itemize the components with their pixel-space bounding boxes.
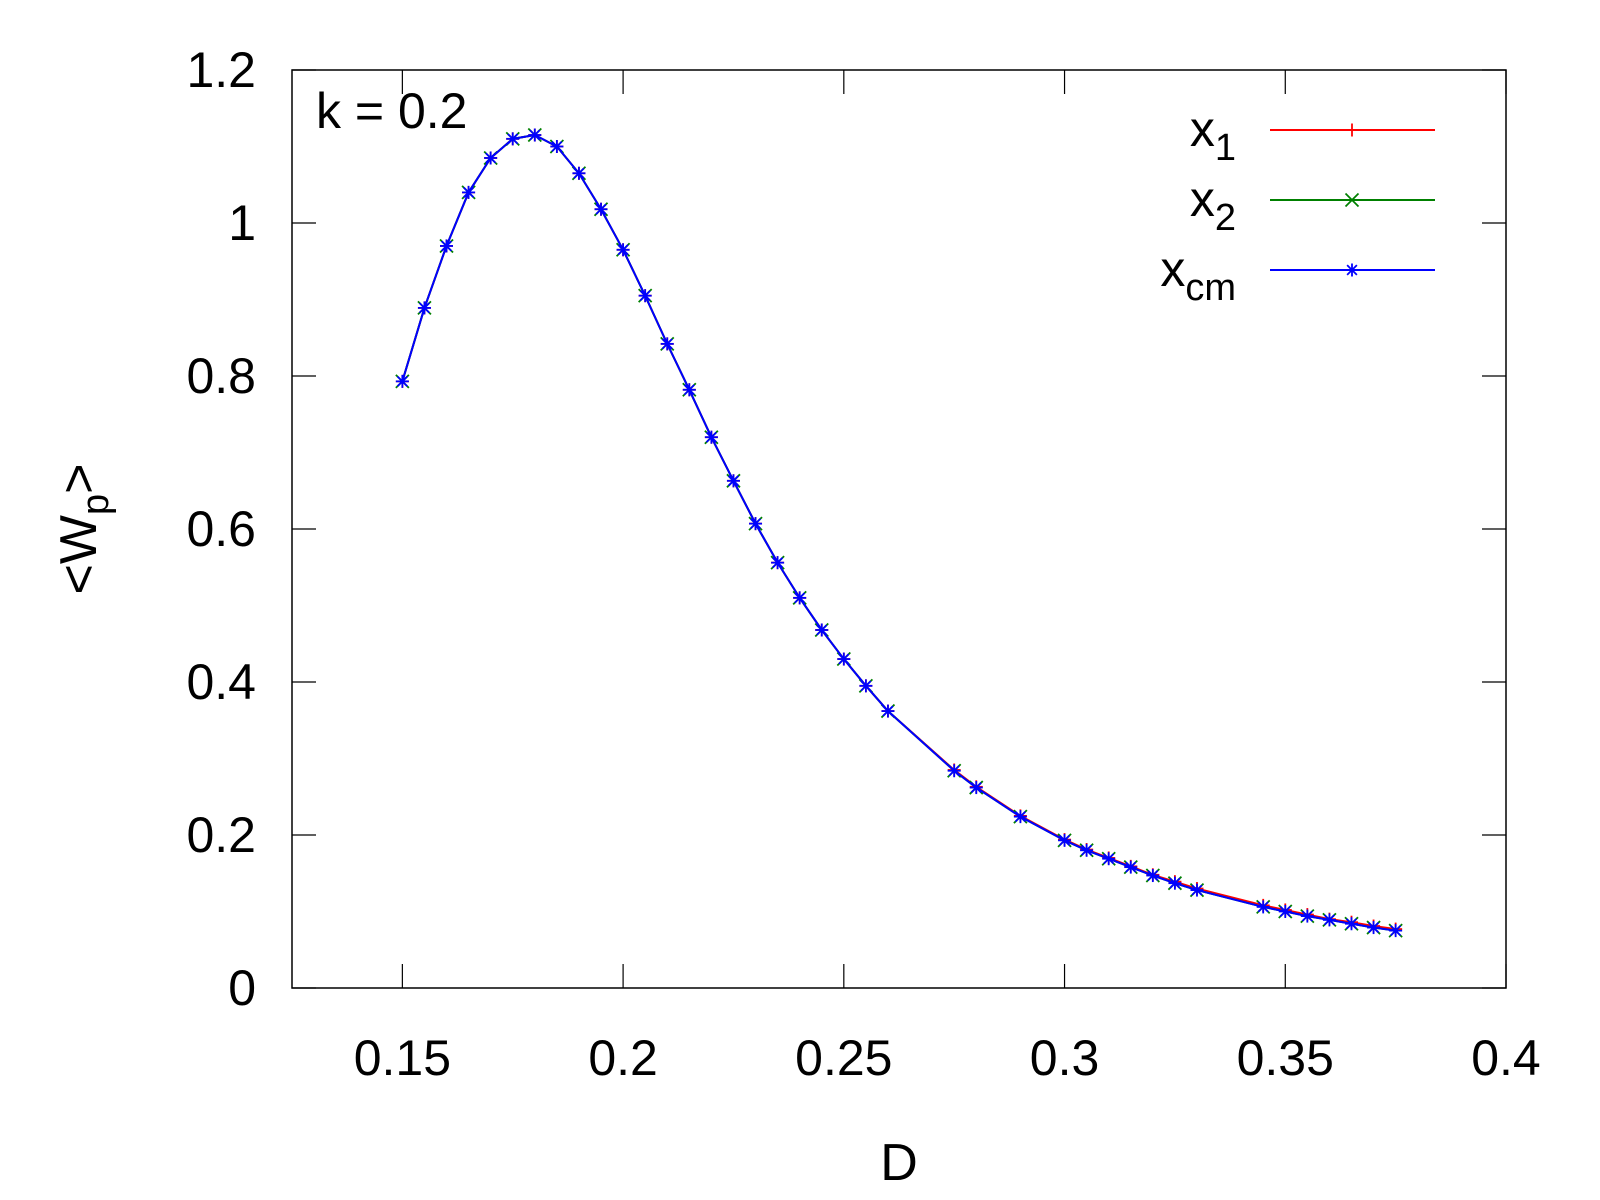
x-tick-label-3: 0.3: [1030, 1030, 1100, 1086]
series-2-point-30: [1146, 869, 1160, 883]
series-2-point-18: [793, 591, 807, 605]
y-tick-label-5: 1: [228, 195, 256, 251]
legend-label-1: x2: [1190, 171, 1236, 239]
series-2-point-12: [660, 337, 674, 351]
legend-label-2: xcm: [1160, 241, 1236, 309]
series-2-point-5: [506, 132, 520, 146]
y-tick-label-2: 0.4: [186, 654, 256, 710]
series-2-point-3: [462, 185, 476, 199]
series-2-point-13: [682, 383, 696, 397]
series-2-point-22: [881, 704, 895, 718]
series-line-2: [401, 133, 1396, 932]
series-2-point-1: [417, 301, 431, 315]
ticks: [292, 69, 1507, 989]
x-tick-label-1: 0.2: [588, 1030, 658, 1086]
series-2-point-36: [1322, 913, 1336, 927]
y-axis-label: <Wp>: [50, 464, 117, 595]
legend-label-sub-2: cm: [1185, 267, 1236, 309]
series-2-point-9: [594, 202, 608, 216]
y-tick-label-3: 0.6: [186, 501, 256, 557]
series-2-point-24: [969, 781, 983, 795]
legend-marker-0: [1345, 123, 1359, 137]
legend-label-0: x1: [1190, 101, 1236, 169]
series-2-point-35: [1300, 909, 1314, 923]
series-line-1: [401, 133, 1396, 932]
series-2-point-19: [815, 623, 829, 637]
y-tick-label-4: 0.8: [186, 348, 256, 404]
series-2-point-20: [837, 652, 851, 666]
series-2-point-2: [440, 239, 454, 253]
series-2-point-33: [1256, 900, 1270, 914]
legend-label-sub-1: 2: [1215, 197, 1236, 239]
series-2-point-26: [1058, 833, 1072, 847]
series-2-point-23: [947, 764, 961, 778]
series-2-point-7: [550, 140, 564, 153]
series-2-point-32: [1190, 883, 1204, 897]
series-2-point-29: [1124, 860, 1138, 874]
series-2-point-39: [1389, 924, 1403, 938]
x-tick-label-0: 0.15: [354, 1030, 451, 1086]
x-axis-label: D: [880, 1134, 918, 1192]
series-2-point-15: [726, 474, 740, 488]
series-group: [395, 127, 1403, 938]
y-tick-label-1: 0.2: [186, 807, 256, 863]
tick-labels: 0.15 0.2 0.25 0.3 0.35 0.4 0 0.2 0.4 0.6 0.8 1 1.2: [186, 42, 1540, 1086]
series-2-point-17: [771, 556, 785, 570]
series-2-point-8: [572, 166, 586, 180]
series-1: [395, 127, 1403, 938]
series-2-point-16: [749, 517, 763, 531]
series-2-point-38: [1367, 921, 1381, 935]
y-axis-label-sub: p: [75, 494, 117, 515]
series-2-point-0: [395, 374, 409, 388]
x-tick-label-4: 0.35: [1237, 1030, 1334, 1086]
plot-frame: [291, 69, 1507, 989]
series-2-point-34: [1278, 905, 1292, 918]
series-2-point-27: [1080, 843, 1094, 857]
annotation-k: k = 0.2: [316, 83, 468, 139]
x-tick-label-5: 0.4: [1471, 1030, 1541, 1086]
legend-marker-1: [1344, 192, 1360, 208]
legend-label-main-1: x: [1190, 171, 1215, 227]
series-2-point-37: [1344, 917, 1358, 931]
y-axis-label-main: <W: [50, 515, 108, 594]
series-2-point-25: [1013, 810, 1027, 824]
legend-label-main-0: x: [1190, 101, 1215, 157]
series-2-point-21: [859, 679, 873, 693]
legend-label-main-2: x: [1160, 241, 1185, 297]
y-axis-label-end: >: [50, 464, 108, 494]
legend-marker-2: [1345, 263, 1359, 277]
series-2: [395, 128, 1403, 938]
y-tick-label-0: 0: [228, 960, 256, 1016]
series-2-point-10: [616, 243, 630, 257]
x-tick-label-2: 0.25: [795, 1030, 892, 1086]
y-tick-label-6: 1.2: [186, 42, 256, 98]
series-line-0: [401, 133, 1396, 931]
series-2-point-4: [484, 151, 498, 165]
series-2-point-6: [528, 128, 542, 142]
legend-label-sub-0: 1: [1215, 127, 1236, 169]
series-0: [395, 128, 1403, 936]
series-2-point-11: [638, 289, 652, 303]
series-2-point-31: [1168, 876, 1182, 890]
series-2-point-14: [704, 430, 718, 444]
series-2-point-28: [1102, 852, 1116, 866]
